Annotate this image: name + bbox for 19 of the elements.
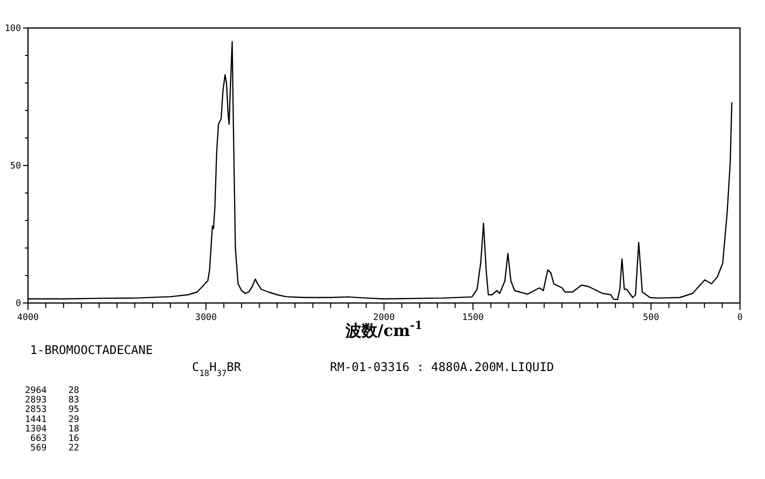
text: 1441 29 xyxy=(25,414,80,425)
y-tick-label: 50 xyxy=(10,162,21,172)
y-tick-label: 100 xyxy=(4,24,21,34)
text: 2893 83 xyxy=(25,396,80,406)
text: C$_{18}$H$_{37}$BR xyxy=(192,360,242,378)
text: RM-01-03316 : 4880A.200M.LIQUID xyxy=(330,360,554,374)
text: 663 16 xyxy=(25,434,80,444)
text: 2964 28 xyxy=(25,386,80,396)
text: 1304 18 xyxy=(25,424,80,434)
x-tick-label: 3000 xyxy=(195,313,217,323)
text: 1-BROMOOCTADECANE xyxy=(30,343,153,357)
x-tick-label: 500 xyxy=(642,313,660,323)
x-tick-label: 0 xyxy=(737,313,743,323)
y-tick-label: 0 xyxy=(16,299,21,309)
x-tick-label: 1500 xyxy=(462,313,484,323)
text: 2853 95 xyxy=(25,405,80,416)
x-tick-label: 2000 xyxy=(373,313,395,323)
x-tick-label: 4000 xyxy=(17,313,39,323)
text: 569 22 xyxy=(25,444,80,454)
